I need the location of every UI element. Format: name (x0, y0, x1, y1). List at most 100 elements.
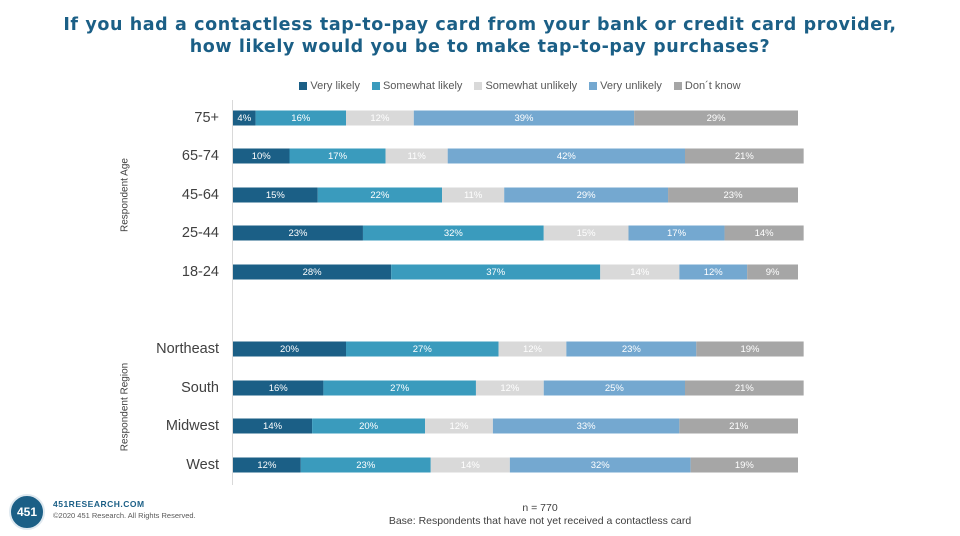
data-label: 21% (735, 383, 755, 394)
bar-segment (323, 380, 476, 396)
bar-segment (430, 457, 510, 473)
bar-segment (696, 341, 804, 357)
data-label: 27% (390, 383, 410, 394)
data-label: 23% (622, 344, 642, 355)
legend-swatch (371, 82, 380, 90)
bar-segment (385, 148, 448, 164)
data-label: 33% (577, 421, 597, 432)
bar-segment (628, 225, 725, 241)
data-label: 19% (740, 344, 760, 355)
legend-item: Very unlikely (589, 80, 662, 92)
legend-label: Somewhat likely (382, 80, 463, 92)
bar-segment (543, 380, 685, 396)
bar-segment (679, 264, 748, 280)
bar-segment (233, 341, 346, 357)
legend-item: Somewhat unlikely (474, 80, 577, 92)
data-label: 16% (269, 383, 289, 394)
category-label: South (181, 380, 219, 396)
data-label: 14% (755, 228, 775, 239)
brand-logo: 451 (9, 494, 45, 530)
bar-segment (668, 187, 798, 203)
bar-segment (685, 148, 804, 164)
category-label: 65-74 (182, 148, 219, 164)
sample-size-note: n = 770 (522, 502, 558, 514)
bar-segment (600, 264, 680, 280)
data-label: 28% (303, 267, 323, 278)
data-label: 37% (486, 267, 506, 278)
brand-site[interactable]: 451RESEARCH.COM (53, 499, 145, 509)
data-label: 11% (407, 151, 426, 162)
bar-segment (391, 264, 601, 280)
bar-segment (442, 187, 505, 203)
bar-segment (255, 110, 346, 126)
bar-segment (509, 457, 691, 473)
data-label: 17% (667, 228, 687, 239)
data-label: 12% (370, 113, 390, 124)
bar-segment (300, 457, 431, 473)
data-label: 39% (514, 113, 534, 124)
bar-segment (233, 380, 324, 396)
data-label: 17% (328, 151, 348, 162)
bar-segment (634, 110, 798, 126)
data-label: 14% (461, 460, 481, 471)
copyright-text: ©2020 451 Research. All Rights Reserved. (53, 511, 196, 520)
bar-segment (504, 187, 669, 203)
data-label: 23% (356, 460, 376, 471)
data-label: 25% (605, 383, 625, 394)
data-label: 15% (266, 190, 286, 201)
bar-segment (233, 187, 318, 203)
legend: Very likely Somewhat likely Somewhat unlik… (0, 80, 960, 92)
data-label: 12% (500, 383, 520, 394)
bar-segment (317, 187, 443, 203)
data-label: 12% (257, 460, 277, 471)
data-label: 16% (291, 113, 311, 124)
data-label: 42% (557, 151, 577, 162)
bar-segment (362, 225, 544, 241)
legend-label: Very unlikely (600, 80, 662, 92)
bar-segment (233, 457, 301, 473)
data-label: 15% (577, 228, 597, 239)
legend-swatch (589, 82, 598, 90)
data-label: 32% (444, 228, 464, 239)
data-label: 14% (263, 421, 283, 432)
data-label: 32% (591, 460, 611, 471)
bar-segment (289, 148, 386, 164)
data-label: 9% (766, 267, 780, 278)
bar-segment (685, 380, 804, 396)
legend-label: Somewhat unlikely (485, 80, 578, 92)
data-label: 21% (729, 421, 749, 432)
data-label: 12% (449, 421, 469, 432)
data-label: 20% (359, 421, 379, 432)
bar-segment (498, 341, 567, 357)
group-axis-label: Respondent Age (120, 158, 131, 232)
legend-label: Very likely (310, 80, 360, 92)
group-axis-label: Respondent Region (120, 363, 131, 451)
legend-item: Somewhat likely (371, 80, 463, 92)
bar-segment (724, 225, 804, 241)
bar-segment (492, 418, 680, 434)
category-label: 75+ (194, 110, 219, 126)
data-label: 12% (523, 344, 543, 355)
data-label: 4% (237, 113, 251, 124)
data-label: 11% (464, 190, 483, 201)
data-label: 29% (707, 113, 727, 124)
legend-item: Very likely (299, 80, 360, 92)
bar-segment (233, 418, 313, 434)
bar-segment (413, 110, 635, 126)
bar-segment (543, 225, 629, 241)
bar-segment (233, 264, 392, 280)
bar-segment (425, 418, 493, 434)
category-label: 25-44 (182, 225, 219, 241)
bar-segment (679, 418, 798, 434)
bar-segment (447, 148, 685, 164)
data-label: 29% (577, 190, 597, 201)
bar-segment (233, 110, 256, 126)
data-label: 23% (288, 228, 308, 239)
bar-segment (475, 380, 544, 396)
category-label: 18-24 (182, 264, 219, 280)
data-label: 10% (252, 151, 272, 162)
legend-swatch (299, 82, 308, 90)
bar-segment (346, 341, 499, 357)
bar-segment (233, 148, 290, 164)
data-label: 20% (280, 344, 300, 355)
